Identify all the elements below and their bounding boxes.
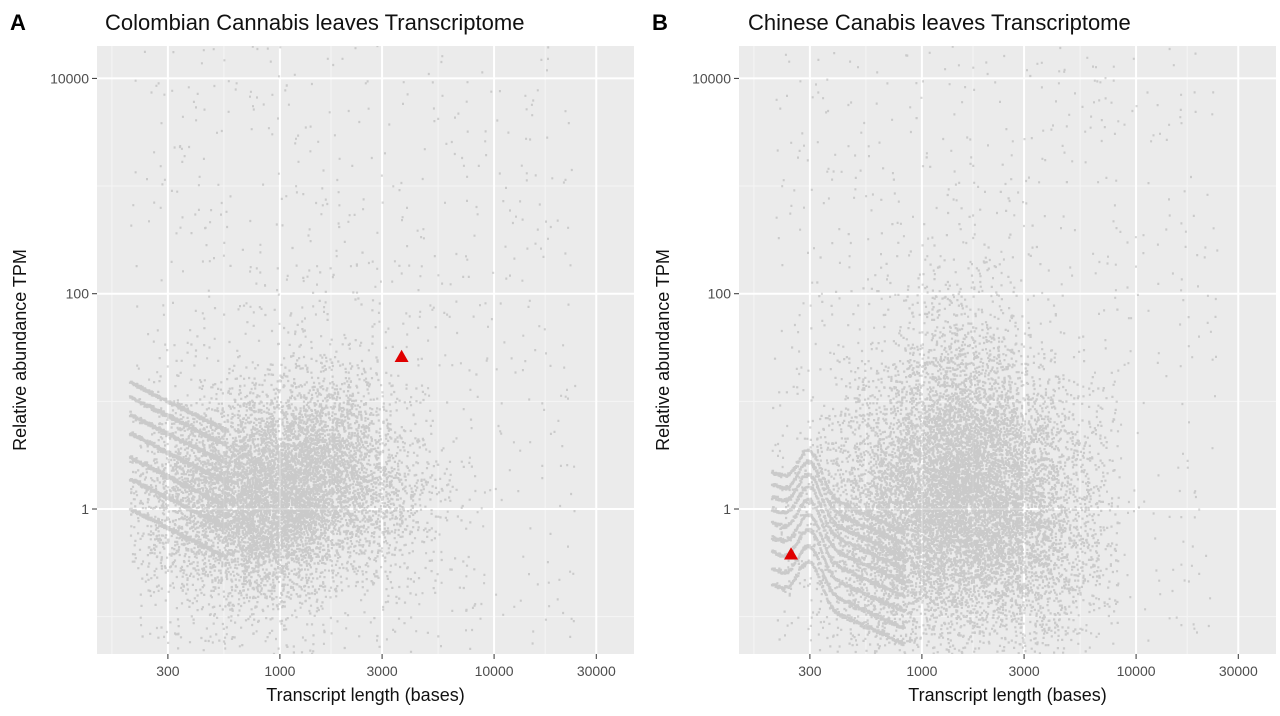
panel-a-highlight-point xyxy=(394,349,409,362)
panel-a-x-axis-label: Transcript length (bases) xyxy=(266,685,464,705)
panel-a-title: Colombian Cannabis leaves Transcriptome xyxy=(105,10,524,35)
panel-b-y-tick-label: 100 xyxy=(708,286,732,302)
panel-a-y-tick-label: 100 xyxy=(66,286,90,302)
panel-b-background xyxy=(739,46,1276,654)
panel-b-x-tick-label: 10000 xyxy=(1117,663,1156,679)
panel-b-x-tick-label: 3000 xyxy=(1009,663,1040,679)
panel-b-y-axis-label: Relative abundance TPM xyxy=(653,249,673,451)
panel-a-y-tick-label: 10000 xyxy=(50,70,89,86)
panel-a: 300 1000 3000 10000 30000 1 100 10000 A Colombian… xyxy=(10,10,634,705)
panel-b-y-tick-label: 10000 xyxy=(692,70,731,86)
panel-b-x-tick-label: 300 xyxy=(798,663,822,679)
panel-a-x-tick-label: 3000 xyxy=(367,663,398,679)
panel-b-x-axis-label: Transcript length (bases) xyxy=(908,685,1106,705)
panel-a-scatter-points xyxy=(128,46,577,654)
panel-b-title: Chinese Canabis leaves Transcriptome xyxy=(748,10,1131,35)
panel-b-x-tick-label: 1000 xyxy=(906,663,937,679)
panel-a-y-tick-label: 1 xyxy=(81,501,89,517)
panel-b-x-tick-label: 30000 xyxy=(1219,663,1258,679)
panel-a-x-tick-label: 10000 xyxy=(475,663,514,679)
panel-b: 300 1000 3000 10000 30000 1 100 10000 B Chinese C… xyxy=(652,10,1276,705)
panel-b-highlight-point xyxy=(784,547,799,560)
panel-a-y-axis-label: Relative abundance TPM xyxy=(10,249,30,451)
panel-a-x-tick-label: 1000 xyxy=(264,663,295,679)
panel-b-scatter-points xyxy=(770,46,1219,654)
panel-a-x-tick-label: 300 xyxy=(156,663,180,679)
panel-a-letter: A xyxy=(10,10,26,35)
panel-a-x-tick-label: 30000 xyxy=(577,663,616,679)
panel-a-background xyxy=(97,46,634,654)
panel-b-letter: B xyxy=(652,10,668,35)
panel-b-y-tick-label: 1 xyxy=(723,501,731,517)
